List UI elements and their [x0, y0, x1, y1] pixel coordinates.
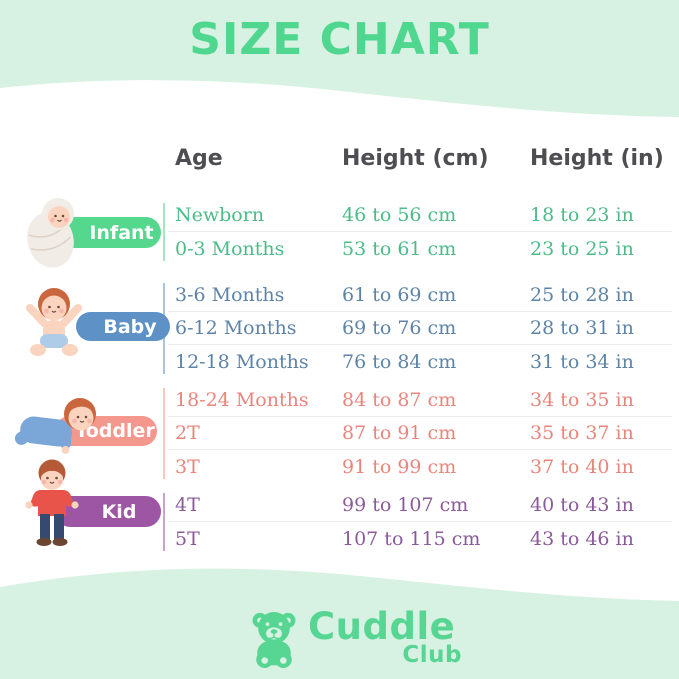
infant-badge: Infant — [58, 217, 161, 248]
table-row: 12-18 Months 76 to 84 cm 31 to 34 in — [168, 345, 672, 378]
sitting-baby-illustration — [26, 288, 82, 356]
age-cell: 2T — [175, 422, 200, 444]
height-in-cell: 18 to 23 in — [530, 204, 634, 226]
height-in-cell: 31 to 34 in — [530, 350, 634, 373]
brand-logo-text: Cuddle Club — [308, 605, 462, 670]
age-cell: 0-3 Months — [175, 237, 285, 260]
height-cm-cell: 53 to 61 cm — [342, 237, 457, 260]
table-row: 3-6 Months 61 to 69 cm 25 to 28 in — [168, 279, 672, 312]
swaddled-infant-illustration — [27, 198, 74, 268]
kid-section-rows: 4T 99 to 107 cm 40 to 43 in 5T 107 to 11… — [168, 489, 672, 555]
age-cell: 18-24 Months — [175, 389, 309, 411]
teddy-bear-icon — [252, 612, 296, 668]
table-row: 4T 99 to 107 cm 40 to 43 in — [168, 489, 672, 522]
table-row: 5T 107 to 115 cm 43 to 46 in — [168, 522, 672, 555]
kid-section-line — [163, 493, 165, 551]
age-cell: Newborn — [175, 204, 265, 226]
age-cell: 5T — [175, 527, 200, 550]
standing-kid-illustration — [25, 459, 79, 546]
age-cell: 6-12 Months — [175, 317, 297, 339]
age-column-header: Age — [175, 146, 223, 171]
height-in-cell: 43 to 46 in — [530, 527, 634, 550]
brand-logo: Cuddle Club — [246, 605, 462, 672]
height-in-cell: 28 to 31 in — [530, 317, 634, 339]
age-cell: 3-6 Months — [175, 284, 285, 306]
height-cm-cell: 107 to 115 cm — [342, 527, 481, 550]
table-row: 0-3 Months 53 to 61 cm 23 to 25 in — [168, 232, 672, 265]
baby-badge: Baby — [76, 312, 170, 341]
height-in-cell: 37 to 40 in — [530, 455, 634, 478]
brand-name-suffix: Club — [402, 642, 462, 668]
height-in-cell: 34 to 35 in — [530, 389, 634, 411]
height-in-cell: 25 to 28 in — [530, 284, 634, 306]
table-row: 6-12 Months 69 to 76 cm 28 to 31 in — [168, 312, 672, 345]
toddler-badge: Toddler — [55, 416, 157, 446]
age-cell: 4T — [175, 494, 200, 516]
table-row: Newborn 46 to 56 cm 18 to 23 in — [168, 199, 672, 232]
age-cell: 12-18 Months — [175, 350, 309, 373]
height-cm-cell: 61 to 69 cm — [342, 284, 457, 306]
toddler-section-rows: 18-24 Months 84 to 87 cm 34 to 35 in 2T … — [168, 384, 672, 483]
infant-section-line — [163, 203, 165, 261]
table-header-row: Age Height (cm) Height (in) — [175, 146, 672, 171]
height-cm-cell: 99 to 107 cm — [342, 494, 469, 516]
height-in-column-header: Height (in) — [530, 146, 664, 171]
baby-section-rows: 3-6 Months 61 to 69 cm 25 to 28 in 6-12 … — [168, 279, 672, 378]
height-cm-cell: 76 to 84 cm — [342, 350, 457, 373]
height-cm-cell: 84 to 87 cm — [342, 389, 457, 411]
height-in-cell: 40 to 43 in — [530, 494, 634, 516]
table-row: 18-24 Months 84 to 87 cm 34 to 35 in — [168, 384, 672, 417]
crawling-toddler-illustration — [14, 398, 96, 454]
brand-name: Cuddle — [308, 605, 456, 648]
height-in-cell: 23 to 25 in — [530, 237, 634, 260]
table-row: 3T 91 to 99 cm 37 to 40 in — [168, 450, 672, 483]
table-row: 2T 87 to 91 cm 35 to 37 in — [168, 417, 672, 450]
height-cm-cell: 69 to 76 cm — [342, 317, 457, 339]
height-in-cell: 35 to 37 in — [530, 422, 634, 444]
height-cm-column-header: Height (cm) — [342, 146, 489, 171]
height-cm-cell: 87 to 91 cm — [342, 422, 457, 444]
page-title: SIZE CHART — [189, 14, 490, 65]
height-cm-cell: 91 to 99 cm — [342, 455, 457, 478]
infant-section-rows: Newborn 46 to 56 cm 18 to 23 in 0-3 Mont… — [168, 199, 672, 265]
height-cm-cell: 46 to 56 cm — [342, 204, 457, 226]
age-cell: 3T — [175, 455, 200, 478]
toddler-section-line — [163, 388, 165, 479]
